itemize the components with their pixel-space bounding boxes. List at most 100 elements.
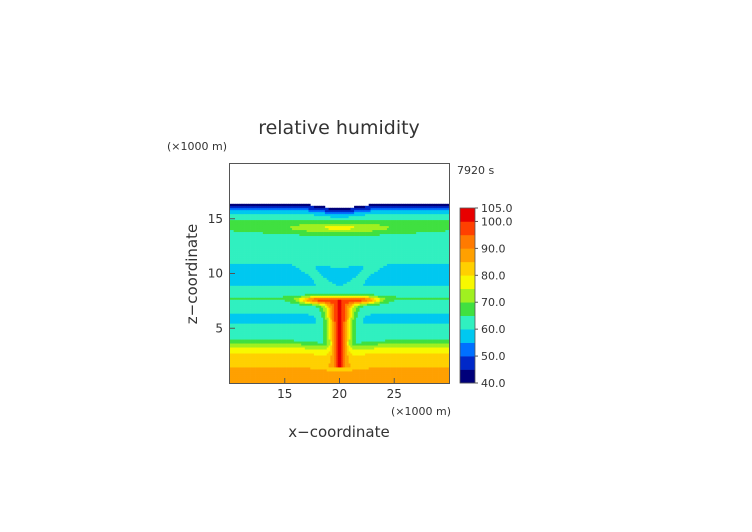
field-cell [434, 339, 437, 342]
field-cell [324, 377, 328, 380]
field-cell [443, 321, 446, 324]
field-cell [323, 317, 326, 320]
field-cell [388, 373, 391, 376]
field-cell [253, 323, 256, 326]
field-cell [341, 371, 344, 374]
field-cell [233, 355, 236, 358]
field-cell [335, 365, 339, 368]
field-cell [250, 341, 253, 344]
field-cell [379, 345, 382, 348]
field-cell [312, 367, 315, 370]
chart-title: relative humidity [258, 117, 420, 139]
field-cell [423, 327, 426, 330]
field-cell [361, 313, 364, 316]
field-cell [350, 321, 353, 324]
field-cell [416, 371, 419, 374]
field-cell [350, 361, 353, 364]
field-cell [315, 327, 318, 330]
field-cell [244, 331, 247, 334]
field-cell [357, 319, 360, 322]
field-cell [357, 353, 360, 356]
field-cell [390, 353, 393, 356]
field-cell [417, 381, 421, 384]
field-cell [337, 371, 340, 374]
field-cell [372, 315, 375, 318]
field-cell [299, 353, 302, 356]
field-cell [266, 373, 269, 376]
field-cell [408, 321, 412, 324]
field-cell [324, 323, 328, 326]
field-cell [230, 343, 233, 346]
field-cell [261, 363, 264, 366]
field-cell [293, 375, 297, 378]
field-cell [281, 359, 284, 362]
field-cell [399, 357, 402, 360]
field-cell [303, 361, 306, 364]
field-cell [321, 357, 324, 360]
field-cell [355, 371, 359, 374]
field-cell [248, 325, 251, 328]
field-cell [346, 353, 349, 356]
field-cell [408, 343, 412, 346]
field-cell [417, 349, 421, 352]
field-cell [304, 347, 307, 350]
field-cell [321, 377, 324, 380]
field-cell [292, 365, 295, 368]
field-cell [319, 353, 322, 356]
field-cell [286, 351, 289, 354]
field-cell [407, 319, 410, 322]
field-cell [339, 311, 342, 314]
field-cell [246, 331, 249, 334]
field-cell [441, 341, 444, 344]
field-cell [414, 317, 417, 320]
field-cell [310, 337, 313, 340]
field-cell [397, 313, 401, 316]
field-cell [240, 323, 244, 326]
field-cell [250, 377, 253, 380]
field-cell [292, 357, 295, 360]
field-cell [304, 343, 307, 346]
field-cell [432, 313, 435, 316]
field-cell [315, 323, 318, 326]
field-cell [295, 369, 298, 372]
field-cell [313, 341, 317, 344]
field-cell [436, 365, 439, 368]
field-cell [261, 357, 264, 360]
field-cell [414, 367, 417, 370]
field-cell [416, 323, 419, 326]
field-cell [301, 363, 304, 366]
field-cell [270, 329, 273, 332]
field-cell [352, 339, 355, 342]
field-cell [352, 327, 355, 330]
field-cell [233, 381, 236, 384]
field-cell [297, 325, 300, 328]
field-cell [259, 333, 262, 336]
field-cell [239, 357, 242, 360]
field-cell [235, 377, 238, 380]
field-cell [390, 379, 393, 382]
field-cell [408, 315, 412, 318]
field-cell [275, 341, 278, 344]
field-cell [306, 373, 309, 376]
field-cell [275, 357, 278, 360]
field-cell [310, 325, 313, 328]
field-cell [410, 349, 413, 352]
field-cell [261, 339, 264, 342]
field-cell [250, 325, 253, 328]
field-cell [344, 307, 348, 310]
field-cell [317, 327, 320, 330]
field-cell [308, 365, 311, 368]
field-cell [240, 339, 244, 342]
field-cell [379, 337, 382, 340]
field-cell [434, 311, 437, 314]
field-cell [417, 353, 421, 356]
field-cell [246, 307, 249, 310]
field-cell [403, 379, 406, 382]
field-cell [414, 347, 417, 350]
field-cell [321, 339, 324, 342]
field-cell [421, 311, 424, 314]
field-cell [264, 321, 267, 324]
field-cell [376, 325, 379, 328]
field-cell [246, 363, 249, 366]
field-cell [372, 325, 375, 328]
